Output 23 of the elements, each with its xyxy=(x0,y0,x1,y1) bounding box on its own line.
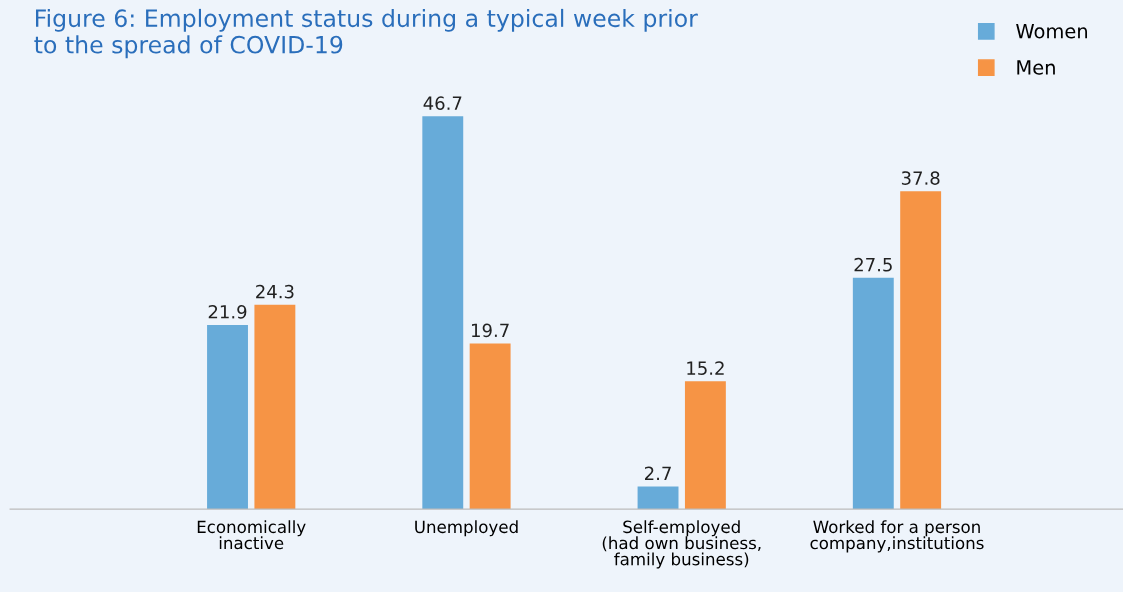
bar xyxy=(684,381,726,510)
data-label: 15.2 xyxy=(687,361,724,375)
data-label: 19.7 xyxy=(472,323,509,338)
bar xyxy=(637,486,679,510)
data-label: 46.7 xyxy=(423,96,462,111)
data-label: 37.8 xyxy=(901,171,940,185)
bar xyxy=(900,191,942,510)
legend-label: Men xyxy=(1017,60,1055,75)
legend-label: Women xyxy=(1016,24,1087,39)
data-label: 24.3 xyxy=(256,284,294,299)
x-tick-label: Worked for a person company,institutions xyxy=(810,520,984,553)
bar xyxy=(207,324,248,510)
x-tick-label: Economically inactive xyxy=(197,520,306,550)
x-tick-label: Self-employed (had own business, family business) xyxy=(602,520,761,569)
bar xyxy=(469,343,511,510)
bar xyxy=(422,116,464,510)
data-label: 2.7 xyxy=(645,466,671,480)
data-label: 27.5 xyxy=(854,257,892,272)
data-label: 21.9 xyxy=(208,304,247,319)
bar xyxy=(254,304,296,510)
chart-title: Figure 6: Employment status during a typical week prior to the spread of COVID-19 xyxy=(34,8,698,59)
x-tick-label: Unemployed xyxy=(415,520,518,537)
bar xyxy=(852,277,894,510)
